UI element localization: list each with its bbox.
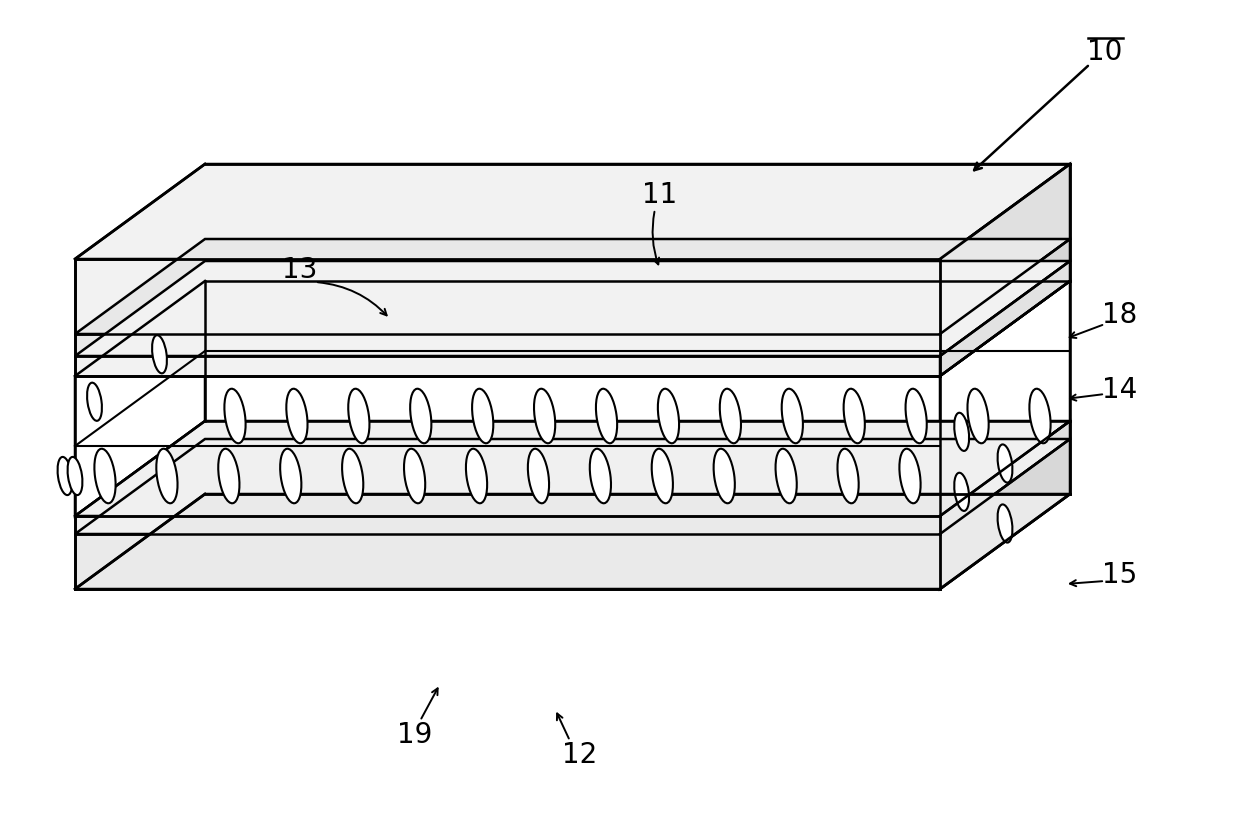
Polygon shape <box>74 357 940 376</box>
Polygon shape <box>940 240 1070 357</box>
Ellipse shape <box>87 383 102 421</box>
Ellipse shape <box>955 413 970 451</box>
Ellipse shape <box>658 390 680 444</box>
Ellipse shape <box>153 336 167 374</box>
Text: 12: 12 <box>563 740 598 768</box>
Polygon shape <box>74 260 940 334</box>
Ellipse shape <box>652 449 673 503</box>
Polygon shape <box>74 165 1070 260</box>
Polygon shape <box>940 165 1070 334</box>
Ellipse shape <box>997 445 1012 483</box>
Polygon shape <box>940 262 1070 376</box>
Ellipse shape <box>286 390 308 444</box>
Ellipse shape <box>280 449 301 503</box>
Text: 18: 18 <box>1102 301 1137 329</box>
Ellipse shape <box>713 449 735 503</box>
Ellipse shape <box>843 390 864 444</box>
Ellipse shape <box>348 390 370 444</box>
Ellipse shape <box>224 390 246 444</box>
Polygon shape <box>940 282 1070 517</box>
Ellipse shape <box>466 449 487 503</box>
Ellipse shape <box>534 390 556 444</box>
Ellipse shape <box>899 449 920 503</box>
Polygon shape <box>74 517 940 534</box>
Text: 19: 19 <box>397 720 433 748</box>
Text: 14: 14 <box>1102 375 1137 404</box>
Ellipse shape <box>67 457 82 496</box>
Ellipse shape <box>218 449 239 503</box>
Ellipse shape <box>472 390 494 444</box>
Ellipse shape <box>57 457 72 496</box>
Polygon shape <box>74 240 1070 334</box>
Ellipse shape <box>404 449 425 503</box>
Ellipse shape <box>596 390 618 444</box>
Ellipse shape <box>967 390 988 444</box>
Text: 13: 13 <box>283 256 317 283</box>
Polygon shape <box>74 262 1070 357</box>
Polygon shape <box>74 282 205 517</box>
Ellipse shape <box>410 390 432 444</box>
Ellipse shape <box>342 449 363 503</box>
Polygon shape <box>940 440 1070 589</box>
Ellipse shape <box>1029 390 1050 444</box>
Polygon shape <box>74 494 1070 589</box>
Text: 11: 11 <box>642 181 677 209</box>
Ellipse shape <box>905 390 926 444</box>
Ellipse shape <box>837 449 858 503</box>
Polygon shape <box>74 440 1070 534</box>
Text: 15: 15 <box>1102 560 1137 589</box>
Polygon shape <box>74 334 940 357</box>
Polygon shape <box>74 534 940 589</box>
Ellipse shape <box>775 449 797 503</box>
Ellipse shape <box>590 449 611 503</box>
Polygon shape <box>940 421 1070 534</box>
Ellipse shape <box>94 449 115 503</box>
Ellipse shape <box>719 390 742 444</box>
Ellipse shape <box>528 449 549 503</box>
Ellipse shape <box>781 390 804 444</box>
Ellipse shape <box>955 473 970 512</box>
Text: 10: 10 <box>1087 38 1122 66</box>
Ellipse shape <box>997 505 1012 543</box>
Polygon shape <box>74 421 1070 517</box>
Ellipse shape <box>156 449 177 503</box>
